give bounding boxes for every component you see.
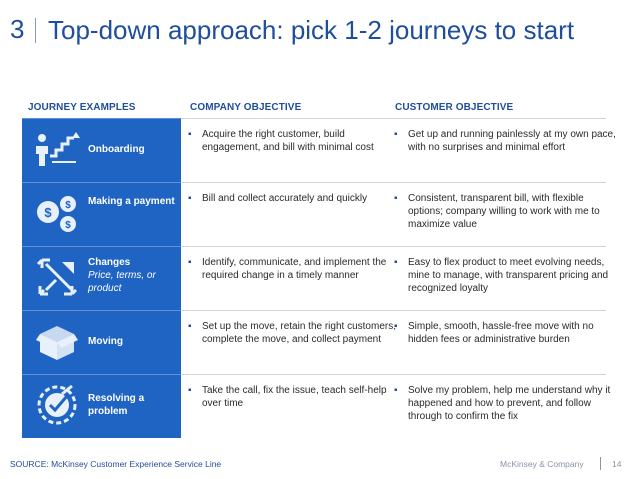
page-number: 14 [612, 459, 622, 469]
journey-label: Moving [88, 336, 123, 347]
company-objective: Take the call, fix the issue, teach self… [188, 384, 402, 410]
journey-label: Resolving a problem [88, 393, 145, 417]
row-divider [22, 182, 606, 183]
company-objective: Identify, communicate, and implement the… [188, 256, 402, 282]
section-number: 3 [10, 14, 25, 44]
journey-row-onboarding: Onboarding Acquire the right customer, b… [22, 118, 616, 182]
person-growth-icon [32, 126, 82, 172]
journey-row-resolving-a-problem: Resolving a problem Take the call, fix t… [22, 374, 610, 438]
header-customer-objective: CUSTOMER OBJECTIVE [395, 102, 514, 113]
journey-row-changes: Changes Price, terms, or product Identif… [22, 246, 608, 310]
header-company-objective: COMPANY OBJECTIVE [190, 102, 302, 113]
row-divider [22, 374, 606, 375]
journey-label: Changes Price, terms, or product [88, 257, 156, 294]
customer-objective: Easy to flex product to meet evolving ne… [394, 256, 616, 295]
title-divider [35, 18, 36, 43]
journey-panel [22, 118, 181, 438]
customer-objective: Solve my problem, help me understand why… [394, 384, 616, 423]
footer-divider [600, 457, 601, 470]
row-divider [22, 118, 606, 119]
journey-label: Making a payment [88, 196, 175, 207]
checkmark-seal-icon [32, 382, 82, 428]
header-journey-examples: JOURNEY EXAMPLES [28, 102, 136, 113]
customer-objective: Simple, smooth, hassle-free move with no… [394, 320, 616, 346]
svg-text:$: $ [65, 220, 71, 231]
journey-row-making-a-payment: $ $ $ Making a payment Bill and collect … [22, 182, 606, 246]
row-divider [22, 310, 606, 311]
customer-objective: Get up and running painlessly at my own … [394, 128, 616, 154]
journey-row-moving: Moving Set up the move, retain the right… [22, 310, 606, 374]
svg-text:$: $ [65, 200, 71, 211]
svg-text:$: $ [44, 205, 52, 220]
page-title: Top-down approach: pick 1-2 journeys to … [48, 15, 575, 45]
customer-objective: Consistent, transparent bill, with flexi… [394, 192, 616, 231]
footer-company: McKinsey & Company [500, 459, 584, 469]
journey-label: Onboarding [88, 144, 145, 155]
company-objective: Set up the move, retain the right custom… [188, 320, 402, 346]
dollar-coins-icon: $ $ $ [32, 190, 82, 236]
company-objective: Bill and collect accurately and quickly [188, 192, 402, 205]
footer-source: SOURCE: McKinsey Customer Experience Ser… [10, 459, 222, 469]
row-divider [22, 246, 606, 247]
moving-box-icon [32, 318, 82, 364]
expand-arrows-icon [32, 254, 82, 300]
company-objective: Acquire the right customer, build engage… [188, 128, 402, 154]
